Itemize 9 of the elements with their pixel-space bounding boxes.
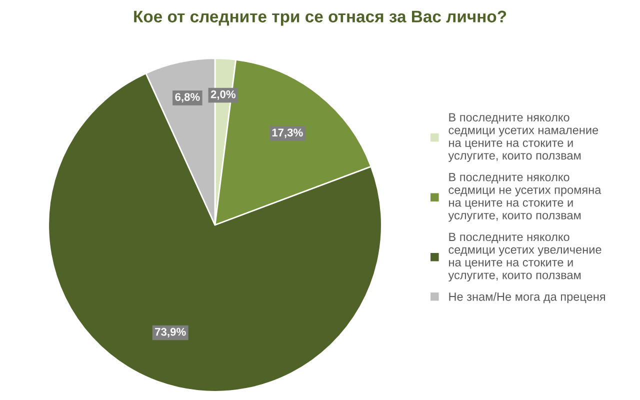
legend-label: В последните няколко седмици усетих увеличение на цените на стоките и услугите, които ползвам: [448, 232, 602, 282]
data-label: 73,9%: [155, 328, 186, 338]
data-label: 17,3%: [272, 128, 303, 138]
legend-label: В последните няколко седмици не усетих промяна на цените на стоките и услугите, които ползвам: [448, 173, 602, 222]
chart-title: Кое от следните три се отнася за Вас лично?: [134, 10, 506, 26]
legend-label: В последните няколко седмици усетих намаление на цените на стоките и услугите, които ползвам: [448, 113, 598, 162]
data-label: 6,8%: [175, 93, 200, 103]
data-label: 2,0%: [210, 90, 236, 100]
legend-label: Не знам/Не мога да преценя: [449, 292, 605, 304]
